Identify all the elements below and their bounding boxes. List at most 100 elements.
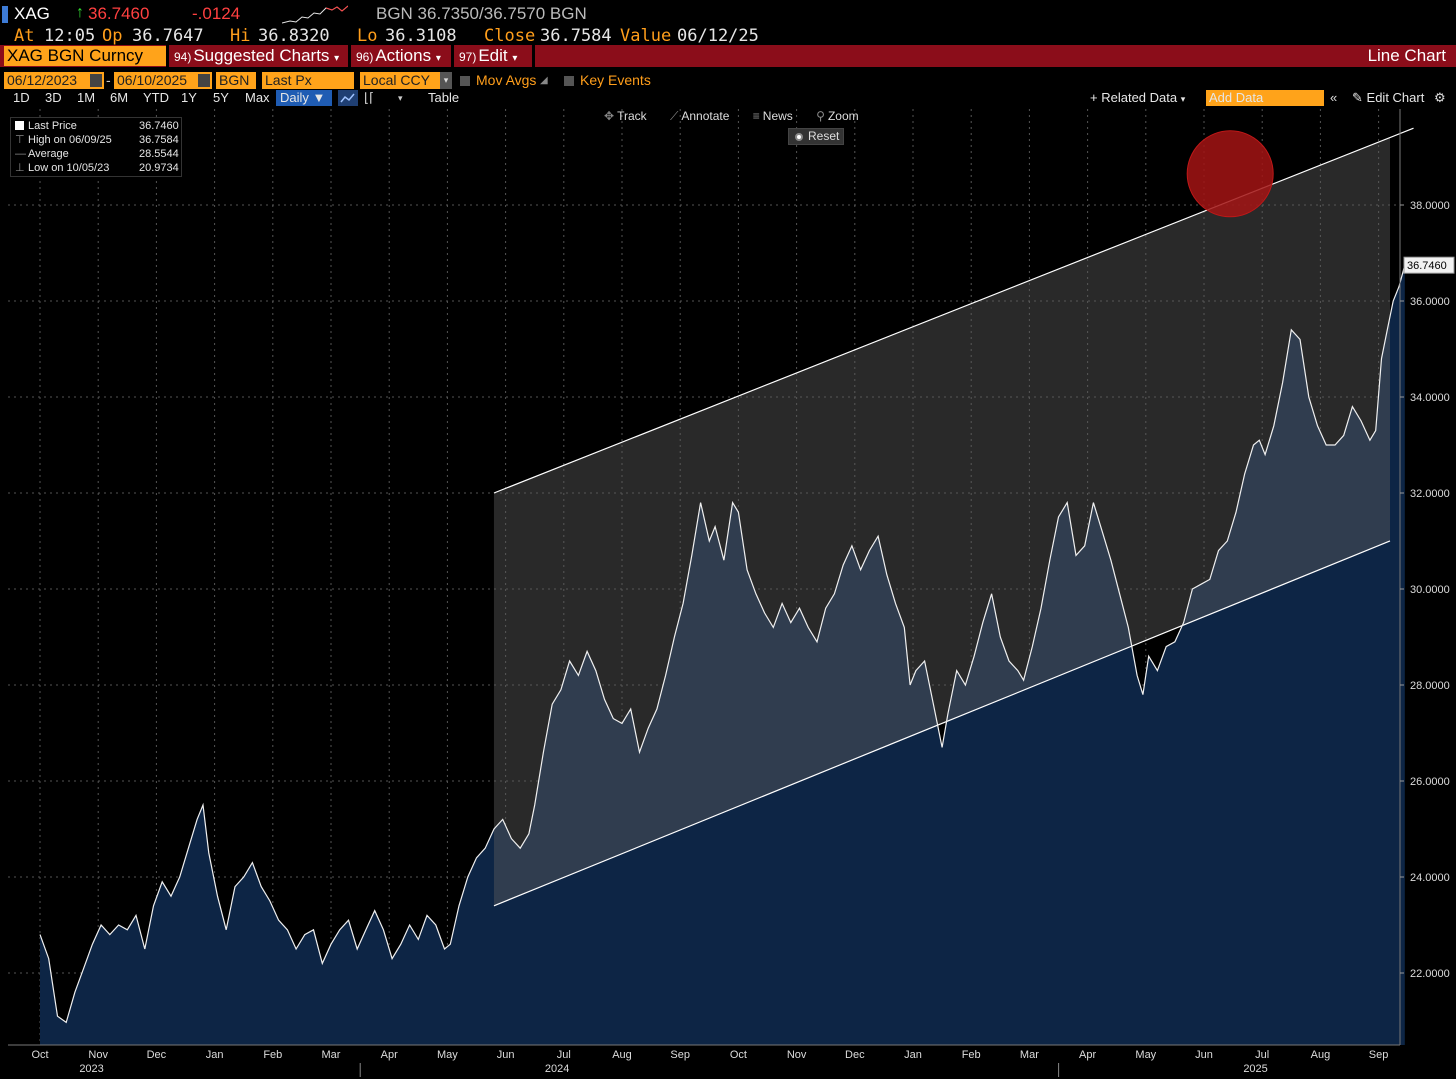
line-chart-icon[interactable] xyxy=(338,90,358,106)
legend-label: High on 06/09/25 xyxy=(28,134,112,146)
period-6m[interactable]: 6M xyxy=(110,90,129,105)
currency-field[interactable]: Local CCY xyxy=(360,72,440,89)
end-date-field[interactable]: 06/10/2025 xyxy=(114,72,212,89)
quote-header: XAG ↑ 36.7460 -.0124 BGN 36.7350/36.7570… xyxy=(0,2,1456,24)
period-ytd[interactable]: YTD xyxy=(143,90,169,105)
menu-divider xyxy=(166,45,169,67)
x-axis-month-label: Aug xyxy=(1311,1049,1331,1061)
legend-high: ⊤ High on 06/09/25 36.7584 xyxy=(15,133,181,147)
track-tool[interactable]: ✥ Track xyxy=(604,109,657,123)
y-axis-tick-label: 30.0000 xyxy=(1410,584,1450,596)
ticker-symbol[interactable]: XAG xyxy=(14,4,50,23)
legend-value: 36.7460 xyxy=(139,120,179,132)
menu-divider xyxy=(348,45,351,67)
x-axis-month-label: Jul xyxy=(1255,1049,1269,1061)
gear-icon[interactable]: ⚙ xyxy=(1434,90,1446,105)
edit-menu[interactable]: 97) Edit ▾ xyxy=(453,46,523,66)
key-events-toggle[interactable]: Key Events xyxy=(564,72,651,89)
x-axis-month-label: Jun xyxy=(1195,1049,1213,1061)
legend-value: 28.5544 xyxy=(139,148,179,160)
chart-toolbar: 1D 3D 1M 6M YTD 1Y 5Y Max Daily ▼ ⌊⌈ ▾ T… xyxy=(0,89,1456,107)
period-1d[interactable]: 1D xyxy=(13,90,30,105)
crosshair-icon: ✥ xyxy=(604,109,615,123)
y-axis-tick-label: 32.0000 xyxy=(1410,488,1450,500)
legend-low: ⊥ Low on 10/05/23 20.9734 xyxy=(15,161,181,175)
suggested-charts-menu[interactable]: 94) Suggested Charts ▾ xyxy=(168,46,345,66)
ohlc-line: At 12:05 Op 36.7647 Hi 36.8320 Lo 36.310… xyxy=(0,25,1456,46)
close-value: 36.7584 xyxy=(540,26,612,46)
price-chart[interactable]: 22.0000 24.0000 26.0000 28.0000 30.0000 32.00… xyxy=(0,107,1456,1079)
legend-value: 36.7584 xyxy=(139,134,179,146)
calendar-icon[interactable] xyxy=(90,74,102,87)
reset-button[interactable]: Reset xyxy=(788,128,844,145)
chart-settings: 06/12/2023 - 06/10/2025 BGN Last Px Loca… xyxy=(0,71,1456,90)
chevron-down-icon[interactable]: ▾ xyxy=(398,93,403,103)
annotate-tool[interactable]: ⟋ Annotate xyxy=(670,109,739,123)
edit-chart-button[interactable]: ✎ Edit Chart xyxy=(1352,90,1424,106)
x-axis-month-label: Jan xyxy=(904,1049,922,1061)
x-axis-month-label: Dec xyxy=(845,1049,865,1061)
x-axis-month-label: Apr xyxy=(1079,1049,1096,1061)
price-change: -.0124 xyxy=(192,4,241,23)
chevron-down-icon: ▾ xyxy=(512,53,518,64)
frequency-label: Daily xyxy=(280,90,309,105)
table-button[interactable]: Table xyxy=(428,90,460,105)
y-axis-tick-label: 28.0000 xyxy=(1410,680,1450,692)
mov-avgs-toggle[interactable]: Mov Avgs xyxy=(460,72,536,89)
high-label: Hi xyxy=(230,26,251,46)
x-axis-month-label: Jul xyxy=(557,1049,571,1061)
bid-ask-quote: BGN 36.7350/36.7570 BGN xyxy=(376,4,587,23)
up-arrow-icon: ↑ xyxy=(76,4,84,21)
period-5y[interactable]: 5Y xyxy=(213,90,229,105)
pencil-icon: ✎ xyxy=(1352,90,1363,105)
menu-number: 96) xyxy=(356,50,374,64)
reset-label: Reset xyxy=(808,129,840,143)
menu-bar: XAG BGN Curncy 94) Suggested Charts ▾ 96)… xyxy=(0,45,1456,67)
pencil-icon: ⟋ xyxy=(669,109,679,123)
period-1m[interactable]: 1M xyxy=(77,90,96,105)
menu-divider xyxy=(451,45,454,67)
menu-number: 97) xyxy=(459,50,477,64)
x-axis-month-label: May xyxy=(437,1049,458,1061)
low-label: Lo xyxy=(357,26,378,46)
mov-avgs-label: Mov Avgs xyxy=(476,72,537,88)
x-axis-year-label: 2023 xyxy=(79,1063,103,1075)
x-axis-month-label: Aug xyxy=(612,1049,632,1061)
at-label: At xyxy=(14,26,35,46)
related-data-button[interactable]: + Related Data ▾ xyxy=(1090,90,1185,106)
news-tool[interactable]: ≡ News xyxy=(753,109,803,123)
frequency-dropdown[interactable]: Daily ▼ xyxy=(276,90,332,106)
period-3d[interactable]: 3D xyxy=(45,90,62,105)
x-axis-month-label: Oct xyxy=(730,1049,747,1061)
open-value: 36.7647 xyxy=(132,26,204,46)
zoom-tool[interactable]: ⚲ Zoom xyxy=(816,109,868,123)
x-axis-year-label: 2024 xyxy=(545,1063,569,1075)
period-1y[interactable]: 1Y xyxy=(181,90,197,105)
chevron-down-icon[interactable]: ▾ xyxy=(440,72,452,89)
field-selector[interactable]: Last Px xyxy=(262,72,354,89)
trend-channel-fill xyxy=(493,137,1391,906)
legend-label: Last Price xyxy=(28,120,77,132)
x-axis-month-label: Sep xyxy=(670,1049,690,1061)
low-value: 36.3108 xyxy=(385,26,457,46)
average-marker-icon: — xyxy=(15,148,26,160)
last-value-box xyxy=(1403,256,1455,274)
security-field[interactable]: XAG BGN Curncy xyxy=(4,46,166,66)
x-axis-month-label: Oct xyxy=(31,1049,48,1061)
x-axis-year-label: 2025 xyxy=(1243,1063,1267,1075)
source-field[interactable]: BGN xyxy=(216,72,256,89)
collapse-icon[interactable]: « xyxy=(1330,90,1338,105)
legend-label: Average xyxy=(28,148,69,160)
bar-chart-icon[interactable]: ⌊⌈ xyxy=(364,90,375,105)
actions-menu[interactable]: 96) Actions ▾ xyxy=(350,46,447,66)
calendar-icon[interactable] xyxy=(198,74,210,87)
period-max[interactable]: Max xyxy=(245,90,270,105)
x-axis-month-label: Jun xyxy=(497,1049,515,1061)
checkbox-icon xyxy=(564,76,574,86)
start-date-field[interactable]: 06/12/2023 xyxy=(4,72,104,89)
low-marker-icon: ⊥ xyxy=(15,162,25,174)
legend-last-price: Last Price 36.7460 xyxy=(15,119,181,133)
add-data-input[interactable]: Add Data xyxy=(1206,90,1324,106)
chevron-down-icon: ▾ xyxy=(334,53,340,64)
menu-label: Suggested Charts xyxy=(193,46,330,65)
